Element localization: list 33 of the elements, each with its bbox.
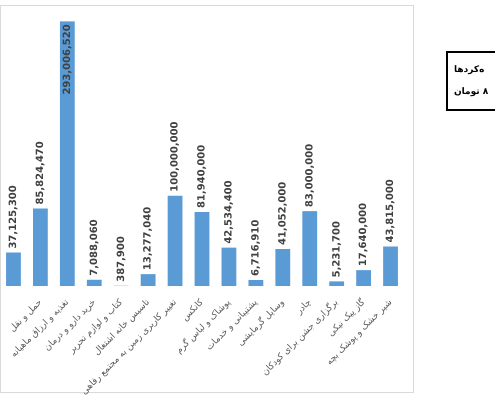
bar (356, 270, 372, 286)
bar (86, 280, 102, 286)
text: ۸ تومان (454, 86, 490, 99)
data-label: 100,000,000 (170, 121, 181, 192)
bar (383, 246, 398, 286)
data-label: 43,815,000 (385, 179, 396, 243)
x-tick-label: چادر (294, 298, 314, 318)
bar (60, 21, 75, 286)
data-label: 37,125,300 (8, 185, 20, 249)
bar (194, 212, 210, 286)
bar (6, 252, 21, 286)
x-tick-label: کانکس (180, 297, 206, 324)
data-label: 85,824,470 (34, 141, 46, 205)
data-label: 6,716,910 (250, 220, 262, 276)
bar (275, 249, 290, 286)
data-label: 83,000,000 (304, 144, 316, 208)
data-label: 42,534,400 (224, 180, 235, 244)
data-label: 81,940,000 (196, 144, 208, 208)
text: ه‌کردها (454, 64, 486, 77)
bar (248, 280, 264, 286)
bar (32, 208, 48, 286)
data-label: 17,640,000 (358, 202, 370, 266)
data-label: 41,052,000 (277, 182, 288, 246)
data-label: 7,088,060 (88, 219, 100, 276)
data-label: 293,006,520 (62, 24, 73, 95)
data-label: 387,900 (116, 236, 127, 282)
bar (140, 274, 156, 286)
data-label: 5,231,700 (331, 221, 342, 278)
data-label: 13,277,040 (142, 206, 154, 270)
bar (302, 211, 318, 286)
bar (222, 248, 236, 286)
bar (329, 281, 344, 286)
bar (168, 196, 182, 286)
